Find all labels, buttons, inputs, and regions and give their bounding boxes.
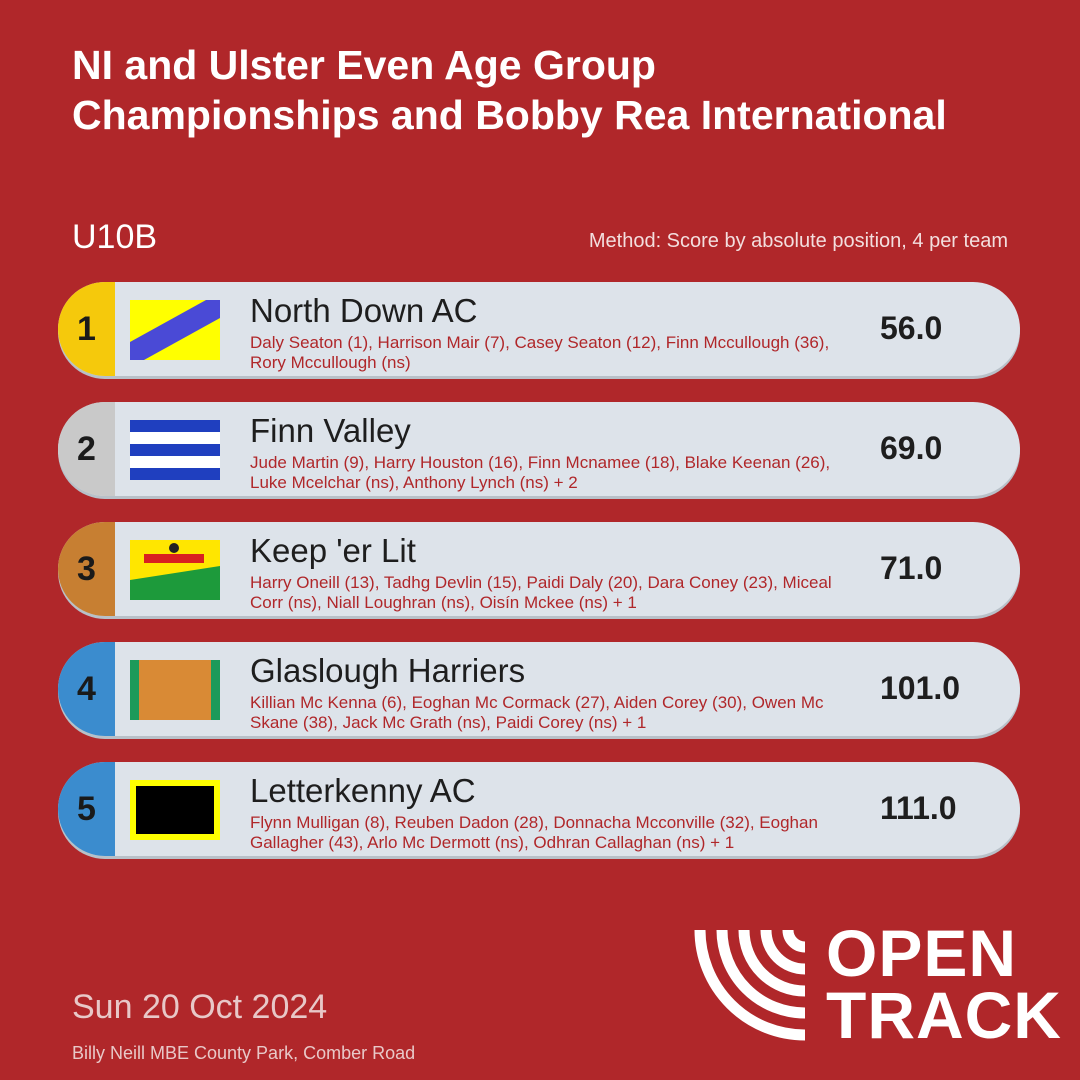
team-row: 4 Glaslough Harriers Killian Mc Kenna (6),… (58, 642, 1020, 736)
team-members: Daly Seaton (1), Harrison Mair (7), Case… (250, 333, 830, 372)
venue: Billy Neill MBE County Park, Comber Road (72, 1043, 416, 1063)
team-score: 56.0 (880, 310, 943, 346)
team-flag (130, 300, 220, 360)
logo-text: TRACK (826, 978, 1062, 1052)
team-flag (130, 780, 220, 840)
team-name: Keep 'er Lit (250, 532, 416, 569)
team-score: 111.0 (880, 790, 957, 826)
rank: 1 (58, 282, 115, 376)
team-score: 71.0 (880, 550, 943, 586)
rank: 4 (58, 642, 115, 736)
method: Method: Score by absolute position, 4 pe… (588, 230, 1008, 252)
team-row: 5 Letterkenny AC Flynn Mulligan (8), Reube… (58, 762, 1020, 856)
team-members: Killian Mc Kenna (6), Eoghan Mc Cormack … (250, 693, 824, 732)
team-members: Harry Oneill (13), Tadhg Devlin (15), Pa… (250, 573, 832, 612)
title-line: NI and Ulster Even Age Group (72, 42, 656, 88)
rank: 5 (58, 762, 115, 856)
team-flag (130, 540, 220, 600)
team-members: Flynn Mulligan (8), Reuben Dadon (28), D… (250, 813, 818, 852)
team-row: 3 Keep 'er Lit Harry Oneill (13), Tadhg De… (58, 522, 1020, 616)
logo-text: OPEN (826, 916, 1018, 990)
title-line: Championships and Bobby Rea Internationa… (72, 92, 947, 138)
team-row: 1 North Down AC Daly Seaton (1), Harrison … (58, 282, 1020, 376)
team-name: Finn Valley (250, 412, 411, 449)
event-name: U10B (72, 218, 158, 256)
team-score: 101.0 (880, 670, 961, 706)
logo-mark (694, 929, 806, 1041)
team-name: North Down AC (250, 292, 478, 329)
rank: 3 (58, 522, 115, 616)
team-name: Glaslough Harriers (250, 652, 526, 689)
team-row: 2 Finn Valley Jude Martin (9), Harry Houst… (58, 402, 1020, 496)
team-name: Letterkenny AC (250, 772, 476, 809)
team-flag (130, 660, 220, 720)
team-members: Jude Martin (9), Harry Houston (16), Fin… (250, 453, 831, 492)
date: Sun 20 Oct 2024 (72, 988, 328, 1026)
team-score: 69.0 (880, 430, 943, 466)
rank: 2 (58, 402, 115, 496)
team-flag (130, 420, 220, 480)
